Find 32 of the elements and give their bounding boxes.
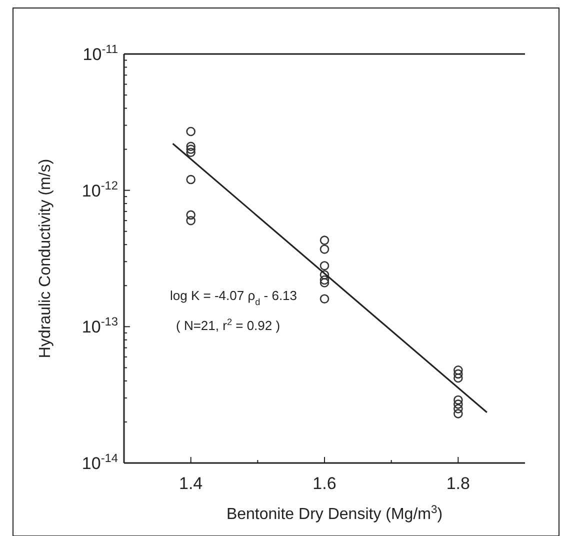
point	[186, 174, 196, 184]
point	[186, 216, 196, 226]
x-tick-label: 1.8	[446, 474, 470, 493]
point	[320, 270, 330, 280]
annotation: ( N=21, r$^{2}$ = 0.92 )	[176, 317, 280, 333]
x-axis-title: Bentonite Dry Density (Mg/m$^{3}$)	[226, 504, 443, 523]
point	[186, 210, 196, 220]
y-tick-label: 10$^{-14}$	[82, 451, 118, 473]
point	[454, 365, 463, 375]
point	[320, 278, 330, 288]
point	[186, 142, 196, 152]
point	[454, 369, 463, 379]
point	[320, 275, 330, 285]
point	[320, 244, 330, 254]
point	[454, 409, 463, 418]
point	[454, 373, 463, 383]
y-tick-label: 10$^{-13}$	[82, 314, 118, 337]
x-tick-label: 1.4	[179, 474, 203, 493]
point	[320, 294, 330, 304]
y-tick-label: 10$^{-11}$	[82, 42, 118, 64]
y-tick-label: 10$^{-12}$	[82, 178, 118, 200]
point	[186, 144, 196, 154]
point	[320, 236, 330, 245]
annotation: log K = -4.07 ρ$_{d}$ - 6.13	[170, 288, 298, 307]
point	[454, 404, 463, 414]
point	[454, 400, 463, 409]
point	[454, 395, 463, 405]
point	[186, 126, 196, 136]
point	[186, 148, 196, 157]
y-axis-title: Hydraulic Conductivity (m/s)	[37, 158, 54, 358]
point	[320, 261, 330, 270]
x-tick-label: 1.6	[312, 474, 336, 493]
